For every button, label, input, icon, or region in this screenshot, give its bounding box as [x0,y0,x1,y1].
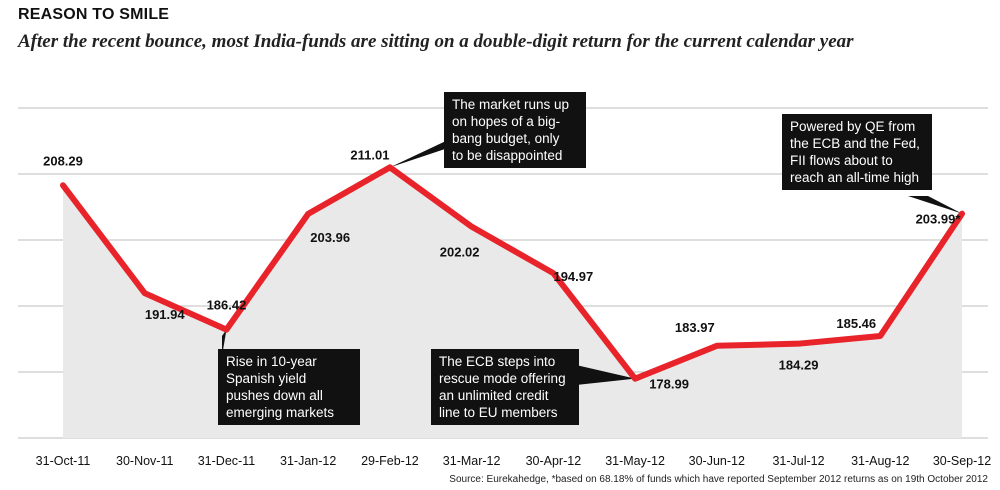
callout-qe: Powered by QE from the ECB and the Fed, … [782,114,932,190]
chart-subtitle: After the recent bounce, most India-fund… [18,31,854,52]
x-tick-label: 31-Mar-12 [443,454,501,468]
data-label: 211.01 [350,147,389,162]
data-label: 191.94 [145,307,186,322]
callout-line: The ECB steps into [439,354,556,369]
data-label: 185.46 [836,316,876,331]
callout-pointer [576,365,636,385]
callout-line: pushes down all [226,388,323,403]
callout-line: line to EU members [439,405,558,420]
data-label: 186.42 [207,298,247,313]
data-label: 184.29 [779,358,819,373]
callout-budget: The market runs up on hopes of a big- ba… [444,92,586,168]
x-tick-label: 31-Jul-12 [772,454,824,468]
callout-line: The market runs up [452,97,570,112]
series-line [60,164,965,382]
callout-line: Rise in 10-year [226,354,317,369]
x-tick-label: 31-Jan-12 [280,454,336,468]
callout-ecb: The ECB steps into rescue mode offering … [431,349,579,425]
x-tick-label: 30-Sep-12 [933,454,991,468]
chart-title: REASON TO SMILE [18,6,170,23]
data-label: 178.99 [649,377,689,392]
callout-line: on hopes of a big- [452,114,561,129]
callout-line: the ECB and the Fed, [790,136,920,151]
source-note: Source: Eurekahedge, *based on 68.18% of… [449,474,988,485]
callout-line: reach an all-time high [790,170,920,185]
callout-pointer [908,196,962,214]
callout-line: emerging markets [226,405,335,420]
x-tick-label: 30-Nov-11 [116,454,173,468]
callout-line: Powered by QE from [790,119,916,134]
data-label: 202.02 [440,245,480,260]
data-label: 203.99* [916,212,962,227]
data-label: 208.29 [43,153,83,168]
callout-line: to be disappointed [452,148,563,163]
x-tick-label: 31-Dec-11 [198,454,255,468]
x-tick-label: 30-Jun-12 [689,454,745,468]
callout-line: Spanish yield [226,371,307,386]
data-label: 194.97 [553,269,593,284]
callout-spain: Rise in 10-year Spanish yield pushes dow… [218,349,360,425]
x-tick-label: 29-Feb-12 [361,454,419,468]
x-tick-label: 31-Aug-12 [851,454,909,468]
callout-line: FII flows about to [790,153,893,168]
x-tick-label: 31-Oct-11 [36,454,91,468]
callout-line: bang budget, only [452,131,560,146]
x-tick-label: 30-Apr-12 [526,454,582,468]
x-tick-label: 31-May-12 [605,454,665,468]
data-label: 203.96 [310,230,350,245]
callout-line: an unlimited credit [439,388,549,403]
callout-line: rescue mode offering [439,371,566,386]
data-label: 183.97 [675,320,715,335]
